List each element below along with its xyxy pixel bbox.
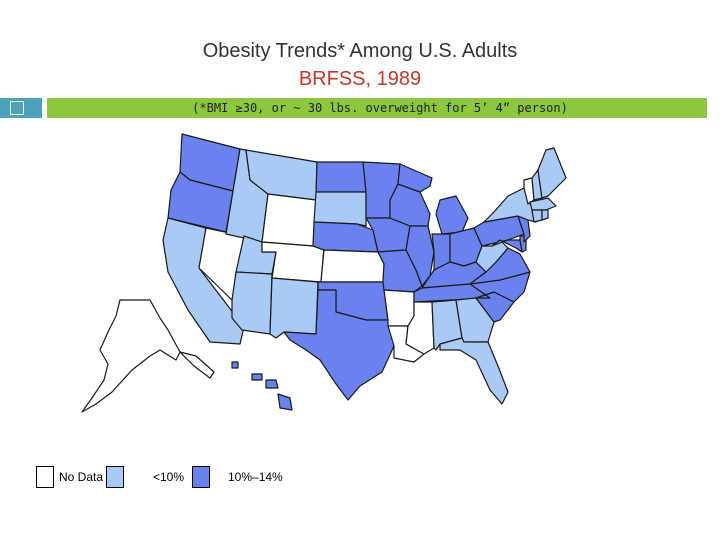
- state-ne: [312, 221, 379, 253]
- page-title: Obesity Trends* Among U.S. Adults: [202, 40, 518, 62]
- state-nd: [315, 161, 367, 193]
- state-ks: [320, 249, 385, 283]
- state-hi-4: [277, 393, 293, 411]
- state-wy: [261, 193, 317, 247]
- state-hi-1: [231, 361, 239, 369]
- header-divider-bar: [47, 98, 707, 118]
- legend-swatch-10-14: [192, 466, 210, 488]
- legend-label-under-10: <10%: [153, 470, 185, 484]
- state-ar: [383, 289, 415, 327]
- state-wi: [389, 183, 431, 227]
- legend-label-no-data: No Data: [59, 470, 104, 484]
- state-sd: [313, 191, 367, 227]
- state-hi-3: [265, 379, 279, 389]
- state-ak: [81, 299, 181, 413]
- header-accent-bar: [0, 98, 42, 118]
- legend-swatch-no-data: [36, 466, 54, 488]
- state-me: [537, 147, 567, 199]
- legend-label-10-14: 10%–14%: [228, 470, 283, 484]
- state-ct: [531, 209, 543, 223]
- page-subtitle: BRFSS, 1989: [298, 68, 422, 90]
- bullet-box-icon: [10, 101, 24, 115]
- state-nm: [269, 277, 319, 339]
- state-ma: [529, 197, 557, 211]
- legend-swatch-under-10: [106, 466, 124, 488]
- footnote: (*BMI ≥30, or ~ 30 lbs. overweight for 5…: [192, 101, 568, 115]
- state-ri: [541, 209, 549, 221]
- state-ak-panhandle: [179, 351, 215, 379]
- state-fl: [439, 337, 509, 405]
- state-hi-2: [251, 373, 263, 381]
- state-tx: [283, 289, 395, 401]
- state-az: [231, 271, 273, 335]
